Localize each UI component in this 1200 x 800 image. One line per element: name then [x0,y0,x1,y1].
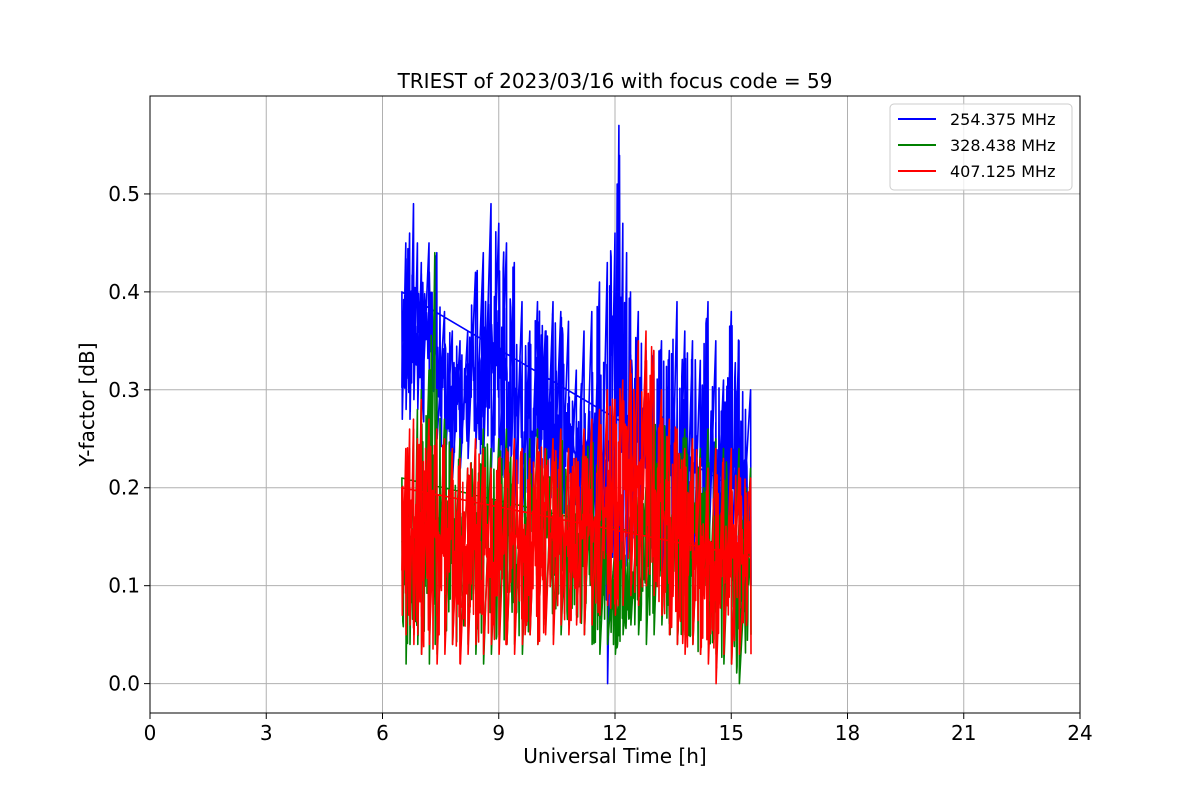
axis-ticks: 0 3 6 9 12 15 18 21 24 0.0 0.1 0.2 0.3 0.4 0.5 [108,182,1093,745]
x-axis-title: Universal Time [h] [523,744,706,768]
legend-label-2: 328.438 MHz [950,136,1055,155]
y-tick-label: 0.3 [108,378,140,402]
x-tick-label: 0 [144,721,157,745]
x-tick-label: 18 [835,721,860,745]
y-tick-label: 0.5 [108,182,140,206]
x-tick-label: 9 [492,721,505,745]
y-tick-label: 0.2 [108,476,140,500]
x-tick-label: 15 [719,721,744,745]
y-tick-label: 0.4 [108,280,140,304]
chart-title: TRIEST of 2023/03/16 with focus code = 5… [397,69,833,93]
x-tick-label: 21 [951,721,976,745]
series-line-3 [401,330,752,685]
x-tick-label: 3 [260,721,273,745]
x-tick-label: 6 [376,721,389,745]
legend-box [889,103,1073,191]
plot-series [401,124,752,685]
y-tick-label: 0.0 [108,672,140,696]
series-line-1 [401,124,752,685]
legend-label-3: 407.125 MHz [950,162,1055,181]
x-tick-label: 12 [602,721,627,745]
y-axis-title: Y-factor [dB] [75,342,99,467]
x-tick-label: 24 [1067,721,1092,745]
legend-label-1: 254.375 MHz [950,110,1055,129]
y-tick-label: 0.1 [108,574,140,598]
legend: 254.375 MHz 328.438 MHz 407.125 MHz [889,103,1073,191]
